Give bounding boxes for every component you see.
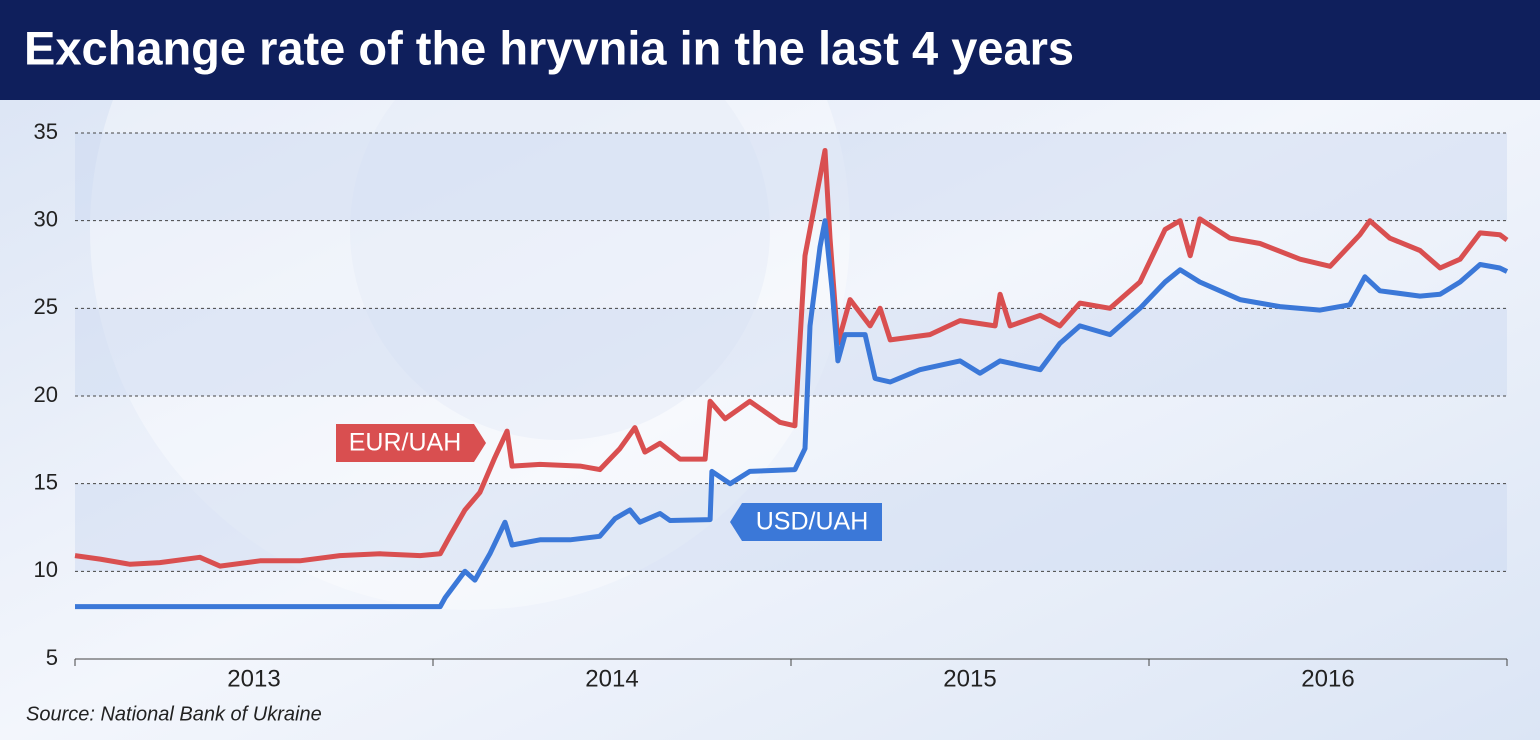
y-tick-label: 5 xyxy=(46,645,58,670)
grid-band xyxy=(75,133,1507,221)
legend-label: USD/UAH xyxy=(756,508,869,536)
line-series xyxy=(75,218,1509,610)
legend-label: EUR/UAH xyxy=(349,429,462,457)
x-tick-label: 2014 xyxy=(585,665,638,692)
source: Source: National Bank of Ukraine xyxy=(26,703,322,725)
y-tick-label: 20 xyxy=(34,382,58,407)
chart-title: Exchange rate of the hryvnia in the last… xyxy=(24,21,1074,74)
line-series xyxy=(74,148,1509,569)
y-tick-label: 10 xyxy=(34,557,58,582)
legend-tag xyxy=(730,503,882,541)
title-bar xyxy=(0,0,1540,100)
x-tick-label: 2015 xyxy=(943,665,996,692)
legend-tag xyxy=(336,424,486,462)
y-tick-label: 15 xyxy=(34,469,58,494)
x-tick-label: 2016 xyxy=(1301,665,1354,692)
y-tick-label: 35 xyxy=(34,119,58,144)
y-tick-label: 30 xyxy=(34,206,58,231)
x-tick-label: 2013 xyxy=(227,665,280,692)
y-tick-label: 25 xyxy=(34,294,58,319)
grid-band xyxy=(75,308,1507,396)
decoration xyxy=(350,20,770,440)
